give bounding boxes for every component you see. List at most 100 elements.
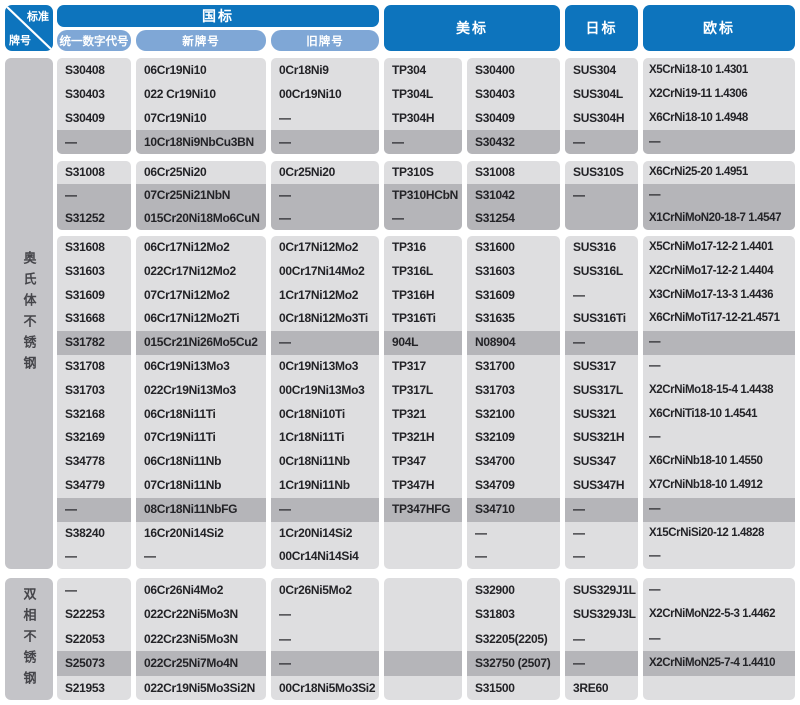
column-block: 06Cr25Ni20 07Cr25Ni21NbN 015Cr20Ni18Mo6CuN (136, 161, 266, 230)
column-block: 06Cr17Ni12Mo2 022Cr17Ni12Mo2 07Cr17Ni12Mo2… (136, 236, 266, 570)
table-cell: — (649, 584, 661, 596)
table-cell: SUS316L (573, 263, 623, 278)
column-block: S31608 S31603 S31609 S31668 S31782 S31708 S317… (57, 236, 131, 570)
column-block: S31008 S31042 S31254 (467, 161, 560, 230)
table-cell: TP317L (392, 382, 433, 397)
table-cell: S31603 (475, 263, 515, 278)
table-cell: 022Cr22Ni5Mo3N (144, 607, 238, 622)
table-cell: X5CrNiMo17-12-2 1.4401 (649, 241, 774, 253)
table-cell: X7CrNiNb18-10 1.4912 (649, 478, 763, 491)
column-block: X6CrNi25-20 1.4951 — X1CrNiMoN20-18-7 1.45… (643, 161, 795, 230)
column-block: 06Cr19Ni10 022 Cr19Ni10 07Cr19Ni10 10Cr18Ni… (136, 58, 266, 154)
table-cell: 06Cr17Ni12Mo2 (144, 240, 230, 254)
column-block: TP310S TP310HCbN — (384, 161, 462, 230)
table-cell: — (57, 130, 131, 154)
table-cell: — (279, 111, 291, 125)
table-cell: S31708 (65, 358, 105, 373)
table-cell: SUS310S (573, 165, 624, 179)
table-cell: 16Cr20Ni14Si2 (144, 525, 224, 540)
table-cell: 0Cr18Ni12Mo3Ti (279, 311, 368, 326)
table-cell: TP316H (392, 287, 435, 302)
table-cell: 0Cr19Ni13Mo3 (279, 358, 359, 373)
table-cell: SUS347H (573, 477, 625, 492)
column-block: 0Cr17Ni12Mo2 00Cr17Ni14Mo2 1Cr17Ni12Mo2 0Cr… (271, 236, 379, 570)
table-cell: 904L (384, 331, 462, 355)
table-cell: S31500 (475, 680, 515, 695)
section-label: 奥氏体不锈钢 (5, 58, 53, 569)
table-cell: 06Cr19Ni10 (144, 63, 207, 77)
table-cell: 022 Cr19Ni10 (144, 87, 216, 101)
table-cell: TP310S (392, 165, 434, 179)
table-cell: SUS329J3L (573, 607, 636, 622)
table-cell: SUS316Ti (573, 311, 626, 326)
table-cell: 10Cr18Ni9NbCu3BN (136, 130, 266, 154)
table-cell: — (384, 207, 462, 230)
table-cell: 015Cr20Ni18Mo6CuN (136, 207, 266, 230)
diagonal-divider (5, 5, 53, 51)
table-cell: 00Cr19Ni13Mo3 (279, 382, 365, 397)
subheader-unified-code: 统一数字代号 (57, 30, 131, 51)
column-block: X5CrNiMo17-12-2 1.4401 X2CrNiMo17-12-2 1.… (643, 236, 795, 570)
table-cell: — (475, 525, 487, 540)
table-cell: S30400 (475, 63, 515, 77)
table-cell (384, 651, 462, 676)
table-cell: X2CrNiMo18-15-4 1.4438 (649, 383, 774, 396)
table-cell: TP304 (392, 63, 426, 77)
table-cell: TP316 (392, 240, 426, 254)
column-block: S31600 S31603 S31609 S31635 N08904 S31700 S317… (467, 236, 560, 570)
table-cell: X2CrNiMoN22-5-3 1.4462 (649, 608, 776, 621)
column-block: TP316 TP316L TP316H TP316Ti 904L TP317 TP317L T… (384, 236, 462, 570)
table-cell: — (649, 431, 661, 444)
table-cell: S31608 (65, 240, 105, 254)
table-cell: 1Cr18Ni11Ti (279, 430, 345, 445)
table-cell: X3CrNiMo17-13-3 1.4436 (649, 288, 774, 301)
table-cell: 06Cr18Ni11Nb (144, 454, 222, 469)
table-cell: 022Cr23Ni5Mo3N (144, 631, 238, 646)
table-cell: SUS321 (573, 406, 616, 421)
table-cell: — (565, 331, 638, 355)
corner-label-grade: 牌号 (9, 35, 31, 47)
table-cell: SUS304 (573, 63, 616, 77)
corner-label-standard: 标准 (27, 11, 49, 23)
table-cell: TP304L (392, 87, 433, 101)
table-cell: S30408 (65, 63, 105, 77)
table-cell: 07Cr25Ni21NbN (136, 184, 266, 207)
table-cell: X1CrNiMoN20-18-7 1.4547 (643, 207, 795, 230)
corner-header-cell: 标准 牌号 (5, 5, 53, 51)
section-label-text: 奥氏体不锈钢 (21, 250, 37, 377)
table-cell: — (144, 549, 156, 564)
table-cell: 00Cr18Ni5Mo3Si2 (279, 680, 376, 695)
table-cell (384, 676, 462, 700)
column-block: 0Cr25Ni20 — — (271, 161, 379, 230)
table-cell: SUS316 (573, 240, 616, 254)
table-cell: — (643, 331, 795, 355)
table-cell: — (279, 607, 291, 622)
subheader-old-grade: 旧牌号 (271, 30, 379, 51)
table-cell: — (643, 497, 795, 522)
table-cell: — (271, 130, 379, 154)
column-block: TP304 TP304L TP304H — (384, 58, 462, 154)
table-cell: S34778 (65, 454, 105, 469)
table-cell: S31703 (475, 382, 515, 397)
table-cell: 07Cr19Ni10 (144, 111, 207, 125)
table-cell: — (57, 497, 131, 522)
table-cell: 07Cr17Ni12Mo2 (144, 287, 230, 302)
column-block: 0Cr26Ni5Mo2 — — — 00Cr18Ni5Mo3Si2 (271, 578, 379, 700)
table-cell: 022Cr19Ni13Mo3 (144, 382, 236, 397)
table-cell: S32900 (475, 583, 515, 597)
table-cell: S30409 (65, 111, 105, 125)
table-cell (384, 522, 462, 546)
table-cell: S32100 (475, 406, 515, 421)
table-cell: S32168 (65, 406, 105, 421)
table-cell: 1Cr19Ni11Nb (279, 477, 350, 492)
table-cell: — (565, 497, 638, 522)
table-cell: X6CrNi25-20 1.4951 (649, 166, 748, 178)
table-cell: S31600 (475, 240, 515, 254)
table-cell: 06Cr25Ni20 (144, 165, 207, 179)
table-cell: SUS321H (573, 430, 625, 445)
subheader-new-grade: 新牌号 (136, 30, 266, 51)
table-cell: 0Cr18Ni10Ti (279, 406, 345, 421)
table-cell: — (271, 651, 379, 676)
table-cell: 0Cr18Ni11Nb (279, 454, 350, 469)
